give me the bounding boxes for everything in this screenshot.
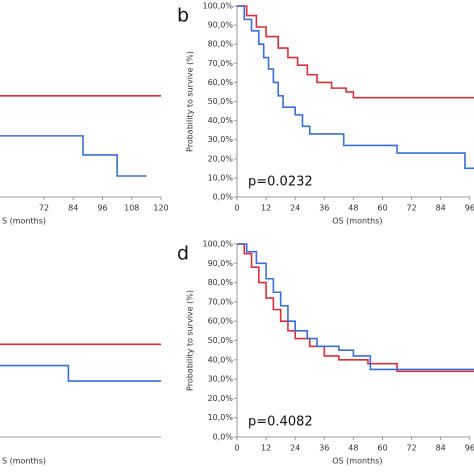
survival-curve <box>237 243 474 371</box>
survival-curve <box>237 5 474 99</box>
p-value: p=0.0232 <box>248 175 313 190</box>
y-tick-label: 80,0% <box>208 40 234 49</box>
x-tick-label: 96 <box>465 204 474 213</box>
y-tick-label: 40,0% <box>208 355 234 364</box>
survival-curve <box>237 5 474 170</box>
y-tick-label: 10,0% <box>208 413 234 422</box>
y-tick-label: 20,0% <box>208 394 234 403</box>
y-tick-label: 100,0% <box>202 2 233 11</box>
x-tick-label: 0 <box>234 444 239 453</box>
x-tick-label: 60 <box>377 204 387 213</box>
y-tick-label: 80,0% <box>208 278 234 287</box>
panel-label: b <box>177 5 189 27</box>
y-tick-label: 90,0% <box>208 21 234 30</box>
y-tick-label: 20,0% <box>208 154 234 163</box>
x-tick-label: 60 <box>377 444 387 453</box>
y-axis-title: Probability to survive (%) <box>186 290 195 391</box>
x-axis-title: S (months) <box>2 217 46 226</box>
x-tick-label: 48 <box>348 444 358 453</box>
panel-label: d <box>177 243 189 265</box>
x-tick-label: 84 <box>436 204 446 213</box>
y-tick-label: 60,0% <box>208 317 234 326</box>
y-tick-label: 10,0% <box>208 173 234 182</box>
y-tick-label: 70,0% <box>208 297 234 306</box>
x-tick-label: 72 <box>407 444 417 453</box>
x-axis-title: OS (months) <box>332 457 382 466</box>
y-tick-label: 0,0% <box>213 193 234 202</box>
x-axis-title: S (months) <box>2 457 46 466</box>
x-tick-label: 36 <box>319 204 329 213</box>
x-tick-label: 72 <box>407 204 417 213</box>
x-tick-label: 84 <box>436 444 446 453</box>
x-tick-label: 0 <box>234 204 239 213</box>
x-tick-label: 96 <box>465 444 474 453</box>
x-tick-label: 48 <box>348 204 358 213</box>
x-tick-label: 120 <box>153 204 168 213</box>
x-tick-label: 24 <box>290 204 300 213</box>
y-tick-label: 50,0% <box>208 97 234 106</box>
survival-curve <box>0 135 147 177</box>
x-tick-label: 24 <box>290 444 300 453</box>
y-tick-label: 30,0% <box>208 375 234 384</box>
y-tick-label: 90,0% <box>208 259 234 268</box>
x-tick-label: 12 <box>261 444 271 453</box>
survival-curve <box>0 364 161 382</box>
y-tick-label: 70,0% <box>208 59 234 68</box>
x-tick-label: 96 <box>97 204 107 213</box>
y-tick-label: 40,0% <box>208 116 234 125</box>
y-tick-label: 60,0% <box>208 78 234 87</box>
y-tick-label: 30,0% <box>208 135 234 144</box>
y-tick-label: 0,0% <box>213 433 234 442</box>
x-tick-label: 72 <box>39 204 49 213</box>
survival-curve <box>237 243 474 373</box>
y-tick-label: 100,0% <box>202 240 233 249</box>
x-tick-label: 12 <box>261 204 271 213</box>
x-tick-label: 84 <box>68 204 78 213</box>
y-tick-label: 50,0% <box>208 336 234 345</box>
p-value: p=0.4082 <box>248 415 313 430</box>
x-tick-label: 36 <box>319 444 329 453</box>
x-axis-title: OS (months) <box>332 217 382 226</box>
y-axis-title: Probability to survive (%) <box>186 51 195 152</box>
x-tick-label: 108 <box>124 204 139 213</box>
